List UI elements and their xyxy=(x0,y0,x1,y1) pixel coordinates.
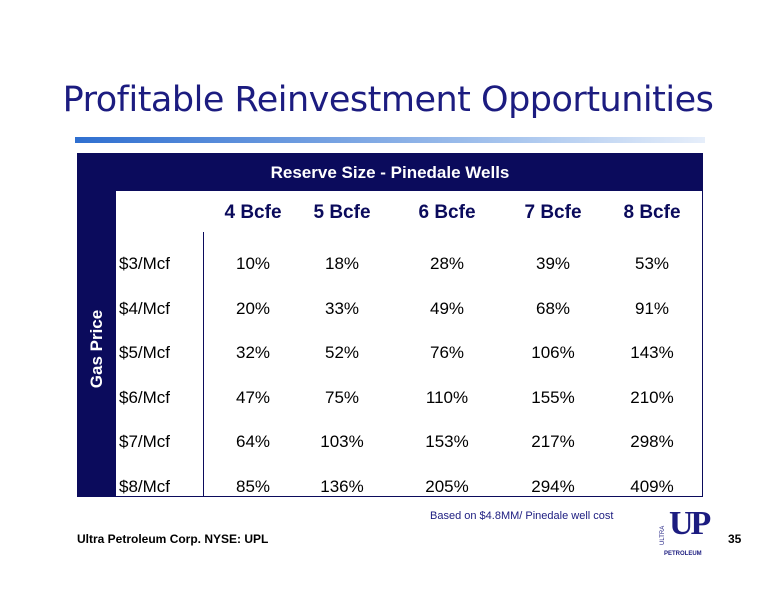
column-header: 7 Bcfe xyxy=(524,202,582,223)
cell: 47% xyxy=(235,387,271,407)
footer-company: Ultra Petroleum Corp. NYSE: UPL xyxy=(77,532,269,546)
cell: 409% xyxy=(630,476,674,496)
footnote: Based on $4.8MM/ Pinedale well cost xyxy=(430,510,614,522)
cell: 64% xyxy=(235,432,271,451)
column-header: 5 Bcfe xyxy=(313,202,371,223)
cell: 28% xyxy=(429,254,465,273)
side-band: Gas Price xyxy=(78,191,116,496)
table: Reserve Size - Pinedale Wells Gas Price … xyxy=(77,153,703,497)
column-header: 8 Bcfe xyxy=(623,202,681,223)
logo-top: ULTRA xyxy=(660,525,666,545)
cell: 49% xyxy=(429,298,465,318)
row-label: $8/Mcf xyxy=(119,476,171,496)
cell: 153% xyxy=(425,432,469,451)
cell: 91% xyxy=(634,298,670,318)
cell: 32% xyxy=(235,343,271,362)
logo: ULTRA UP PETROLEUM xyxy=(660,505,711,561)
cell: 103% xyxy=(320,432,364,451)
cell: 136% xyxy=(320,476,364,496)
cell: 298% xyxy=(630,432,674,451)
cell: 18% xyxy=(324,254,360,273)
column-divider xyxy=(203,232,204,496)
cell: 10% xyxy=(235,254,271,273)
logo-main: UP xyxy=(669,505,711,542)
cell: 75% xyxy=(324,387,360,407)
cell: 210% xyxy=(630,387,674,407)
cell: 205% xyxy=(425,476,469,496)
cell: 155% xyxy=(531,387,575,407)
cell: 294% xyxy=(531,476,575,496)
cell: 53% xyxy=(634,254,670,273)
cell: 143% xyxy=(630,343,674,362)
cell: 52% xyxy=(324,343,360,362)
side-label: Gas Price xyxy=(87,309,106,389)
cell: 39% xyxy=(535,254,571,273)
cell: 85% xyxy=(235,476,271,496)
table-header: Reserve Size - Pinedale Wells xyxy=(78,154,702,191)
row-label: $7/Mcf xyxy=(119,432,171,451)
slide-title: Profitable Reinvestment Opportunities xyxy=(62,80,714,120)
title-rule xyxy=(75,137,705,143)
cell: 76% xyxy=(429,343,465,362)
logo-bottom: PETROLEUM xyxy=(664,551,702,557)
cell: 33% xyxy=(324,298,360,318)
cell: 68% xyxy=(535,298,571,318)
column-header: 4 Bcfe xyxy=(224,202,282,223)
row-label: $6/Mcf xyxy=(119,387,171,407)
cell: 110% xyxy=(425,387,469,407)
page-number: 35 xyxy=(728,532,742,546)
row-label: $3/Mcf xyxy=(119,254,171,273)
cell: 217% xyxy=(531,432,575,451)
row-label: $4/Mcf xyxy=(119,298,171,318)
cell: 20% xyxy=(235,298,271,318)
column-header: 6 Bcfe xyxy=(418,202,476,223)
cell: 106% xyxy=(531,343,575,362)
row-label: $5/Mcf xyxy=(119,343,171,362)
